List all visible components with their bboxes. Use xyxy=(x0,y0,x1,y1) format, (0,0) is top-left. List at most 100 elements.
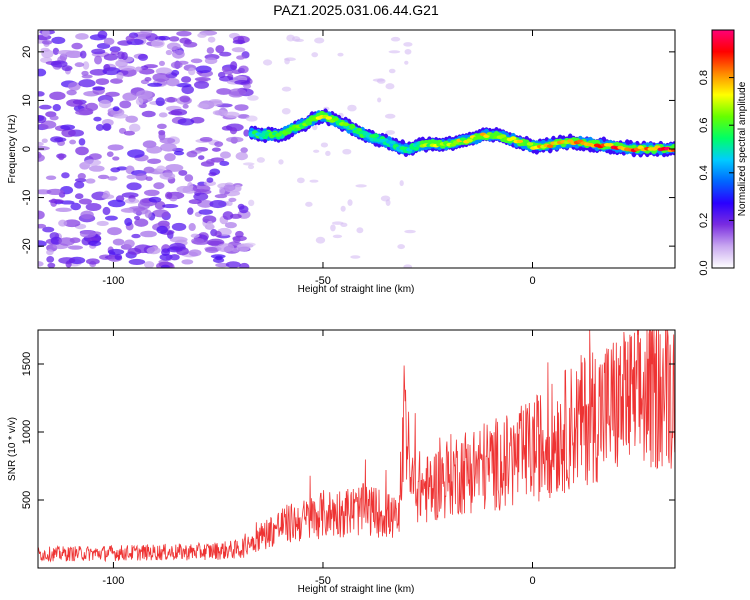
heatmap-cell xyxy=(110,167,121,173)
heatmap-cell xyxy=(209,200,227,209)
heatmap-cell xyxy=(78,138,86,146)
heatmap-cell xyxy=(165,191,173,200)
heatmap-cell xyxy=(136,90,153,99)
y-tick-label: 20 xyxy=(21,46,33,58)
heatmap-cell xyxy=(109,46,121,53)
heatmap-cell xyxy=(143,261,155,268)
heatmap-cell xyxy=(232,39,246,45)
colorbar-tick-label: 0.0 xyxy=(698,260,710,275)
heatmap-cell xyxy=(215,255,223,261)
heatmap-cell xyxy=(206,47,215,54)
heatmap-cell xyxy=(75,109,94,116)
heatmap-cell xyxy=(54,137,67,142)
heatmap-cell xyxy=(85,102,99,112)
heatmap-cell xyxy=(71,42,83,50)
heatmap-cell xyxy=(194,76,211,82)
heatmap-cell xyxy=(278,159,284,165)
heatmap-cell xyxy=(223,184,236,192)
heatmap-cell xyxy=(258,133,265,138)
heatmap-cell xyxy=(198,209,213,215)
heatmap-cell xyxy=(165,163,184,172)
heatmap-cell xyxy=(409,146,416,150)
heatmap-cell xyxy=(203,180,217,187)
heatmap-cell xyxy=(404,48,412,55)
heatmap-cell xyxy=(38,115,47,124)
heatmap-cell xyxy=(281,86,292,92)
heatmap-cell xyxy=(104,215,118,221)
heatmap-cell xyxy=(234,184,242,192)
heatmap-cell xyxy=(93,116,102,122)
heatmap-cell xyxy=(158,60,165,66)
heatmap-cell xyxy=(41,40,53,45)
heatmap-cell xyxy=(153,182,165,190)
heatmap-cell xyxy=(342,148,352,155)
bottom-y-axis-label: SNR (10 * v/v) xyxy=(7,417,18,481)
heatmap-cell xyxy=(79,50,87,59)
heatmap-cell xyxy=(88,153,102,160)
heatmap-cell xyxy=(229,127,238,135)
heatmap-cell xyxy=(52,47,60,55)
heatmap-cell xyxy=(103,53,118,61)
heatmap-cell xyxy=(208,172,217,177)
heatmap-cell xyxy=(315,236,326,244)
heatmap-cell xyxy=(385,83,395,90)
heatmap-cell xyxy=(70,202,82,211)
snr-series-line xyxy=(38,330,675,563)
heatmap-cell xyxy=(546,144,554,149)
heatmap-cell xyxy=(181,85,194,95)
heatmap-cell xyxy=(135,173,148,181)
heatmap-cell xyxy=(125,35,135,42)
heatmap-cell xyxy=(206,220,214,229)
heatmap-cell xyxy=(403,42,413,47)
heatmap-cell xyxy=(449,143,457,147)
heatmap-cell xyxy=(226,136,244,143)
x-tick-label: -50 xyxy=(315,575,331,587)
heatmap-cell xyxy=(219,186,226,196)
heatmap-cell xyxy=(146,145,163,154)
heatmap-cell xyxy=(235,151,248,161)
heatmap-cell xyxy=(243,242,256,247)
heatmap-cell xyxy=(377,97,382,103)
heatmap-cell xyxy=(117,51,125,60)
heatmap-cell xyxy=(355,184,367,188)
heatmap-cell xyxy=(459,137,467,142)
heatmap-cell xyxy=(112,156,120,161)
heatmap-cell xyxy=(186,150,198,158)
heatmap-cell xyxy=(215,262,230,268)
heatmap-cell xyxy=(311,52,319,58)
snr-marks xyxy=(38,330,675,563)
heatmap-cell xyxy=(160,143,177,152)
heatmap-cell xyxy=(48,198,64,204)
heatmap-cell xyxy=(388,50,401,54)
colorbar-tick-label: 0.2 xyxy=(698,213,710,228)
y-tick-label: -20 xyxy=(21,238,33,254)
heatmap-cell xyxy=(309,179,319,183)
heatmap-cell xyxy=(74,62,85,68)
heatmap-cell xyxy=(170,61,183,69)
heatmap-cell xyxy=(314,37,325,44)
heatmap-cell xyxy=(286,34,295,42)
heatmap-cell xyxy=(88,240,102,247)
heatmap-cell xyxy=(510,136,517,141)
heatmap-cell xyxy=(159,253,173,261)
heatmap-cell xyxy=(107,176,118,181)
heatmap-cell xyxy=(190,233,200,238)
heatmap-cell xyxy=(102,123,112,131)
heatmap-cell xyxy=(516,139,524,144)
heatmap-cell xyxy=(77,173,86,180)
heatmap-cell xyxy=(219,51,232,57)
heatmap-cell xyxy=(143,189,160,197)
heatmap-cell xyxy=(182,104,189,109)
x-tick-label: 0 xyxy=(529,275,535,287)
heatmap-cell xyxy=(178,169,188,176)
heatmap-cell xyxy=(126,182,142,191)
heatmap-cell xyxy=(204,57,218,65)
heatmap-cell xyxy=(82,61,90,70)
bottom-plot-frame xyxy=(37,329,676,569)
y-tick-label: -10 xyxy=(21,190,33,206)
heatmap-cell xyxy=(193,192,209,201)
heatmap-cell xyxy=(489,132,497,137)
heatmap-cell xyxy=(176,83,192,88)
heatmap-cell xyxy=(239,262,250,268)
heatmap-cell xyxy=(107,248,125,255)
